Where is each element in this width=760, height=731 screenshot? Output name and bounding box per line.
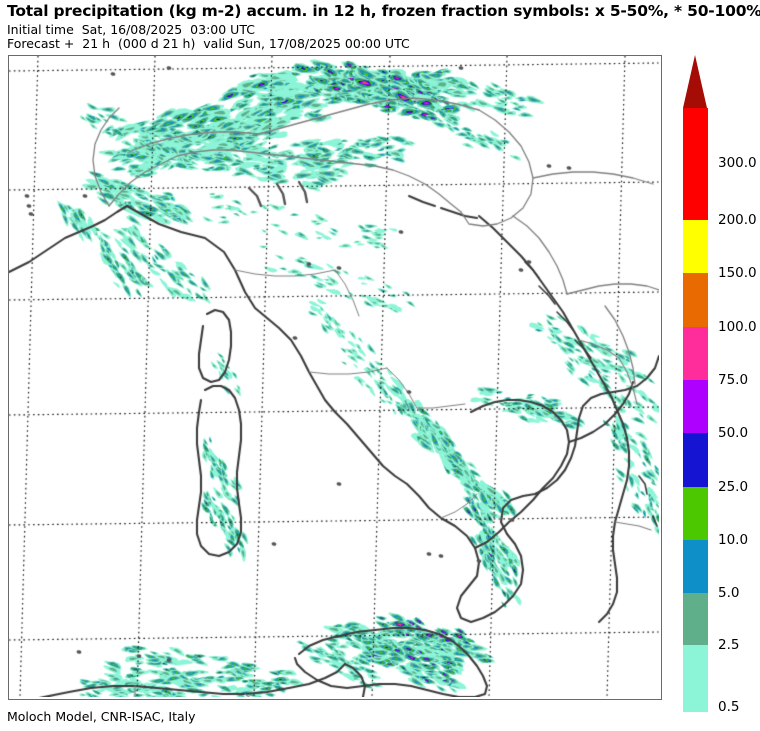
colorbar-segment-10.0 bbox=[683, 540, 708, 593]
colorbar-tick-300.0: 300.0 bbox=[718, 155, 757, 171]
colorbar-segment-2.5 bbox=[683, 645, 708, 712]
colorbar-tick-50.0: 50.0 bbox=[718, 425, 749, 441]
colorbar-segment-50.0 bbox=[683, 433, 708, 487]
colorbar-tick-200.0: 200.0 bbox=[718, 212, 757, 228]
colorbar-overflow-arrow bbox=[683, 55, 707, 108]
colorbar-tick-25.0: 25.0 bbox=[718, 479, 749, 495]
colorbar-tick-150.0: 150.0 bbox=[718, 265, 757, 281]
colorbar-segment-5.0 bbox=[683, 593, 708, 645]
colorbar: 300.0 200.0 150.0 100.0 75.0 50.0 25.0 10.0 5.0 2… bbox=[670, 55, 760, 715]
colorbar-tick-10.0: 10.0 bbox=[718, 532, 749, 548]
colorbar-tick-0.5: 0.5 bbox=[718, 699, 740, 715]
model-credit-label: Moloch Model, CNR-ISAC, Italy bbox=[7, 709, 196, 724]
colorbar-segment-200.0 bbox=[683, 220, 708, 273]
map-plot-area[interactable] bbox=[8, 55, 662, 700]
page-title: Total precipitation (kg m-2) accum. in 1… bbox=[7, 2, 760, 20]
colorbar-segment-300.0 bbox=[683, 108, 708, 220]
colorbar-segment-100.0 bbox=[683, 327, 708, 380]
forecast-valid-time-label: Forecast + 21 h (000 d 21 h) valid Sun, … bbox=[7, 36, 410, 51]
colorbar-tick-2.5: 2.5 bbox=[718, 637, 740, 653]
colorbar-segment-150.0 bbox=[683, 273, 708, 327]
colorbar-segments bbox=[683, 108, 708, 712]
colorbar-tick-100.0: 100.0 bbox=[718, 319, 757, 335]
initial-time-label: Initial time Sat, 16/08/2025 03:00 UTC bbox=[7, 22, 255, 37]
colorbar-tick-5.0: 5.0 bbox=[718, 585, 740, 601]
colorbar-segment-25.0 bbox=[683, 487, 708, 540]
colorbar-tick-75.0: 75.0 bbox=[718, 372, 749, 388]
colorbar-segment-75.0 bbox=[683, 380, 708, 433]
precipitation-map-canvas[interactable] bbox=[9, 56, 659, 697]
